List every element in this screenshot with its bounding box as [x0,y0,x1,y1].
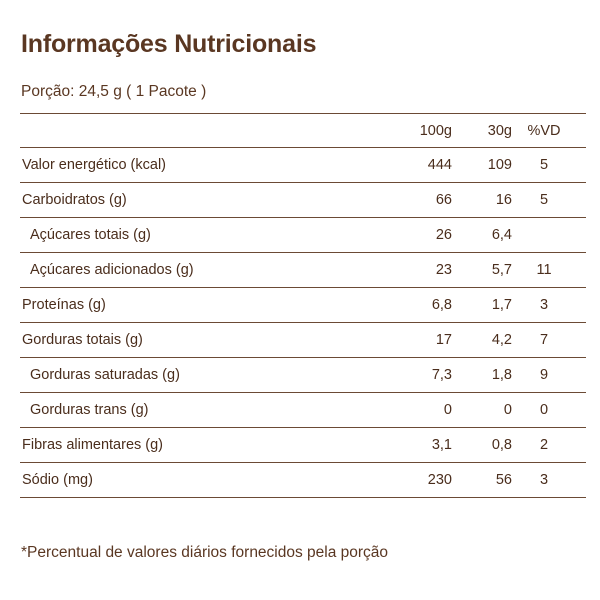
value-100g: 6,8 [431,297,452,313]
value-vd: 5 [539,157,549,173]
value-vd [514,218,574,252]
portion-size: Porção: 24,5 g ( 1 Pacote ) [21,83,207,100]
column-header-100g: 100g [419,122,452,139]
value-30g: 56 [495,472,512,488]
value-30g: 1,7 [491,297,512,313]
value-vd: 0 [539,402,549,418]
value-vd: 5 [539,192,549,208]
page-title: Informações Nutricionais [21,30,317,58]
value-30g: 6,4 [491,227,512,243]
value-30g: 109 [487,157,512,173]
row-label: Carboidratos (g) [22,192,127,208]
table-row: Sódio (mg) 230 56 3 [20,463,586,498]
value-100g: 230 [427,472,452,488]
table-row: Gorduras saturadas (g) 7,3 1,8 9 [20,358,586,393]
value-vd: 3 [539,297,549,313]
value-30g: 1,8 [491,367,512,383]
value-30g: 16 [495,192,512,208]
column-header-vd: %VD [527,122,561,139]
value-100g: 26 [435,227,452,243]
table-top-rule [20,113,586,114]
row-label: Valor energético (kcal) [22,157,166,173]
table-row: Açúcares totais (g) 26 6,4 [20,218,586,253]
value-100g: 0 [443,402,452,418]
table-row: Fibras alimentares (g) 3,1 0,8 2 [20,428,586,463]
value-30g: 5,7 [491,262,512,278]
row-label: Gorduras trans (g) [30,402,149,418]
value-100g: 17 [435,332,452,348]
value-vd: 3 [539,472,549,488]
value-30g: 4,2 [491,332,512,348]
table-row: Gorduras totais (g) 17 4,2 7 [20,323,586,358]
row-label: Sódio (mg) [22,472,93,488]
value-100g: 23 [435,262,452,278]
table-row: Carboidratos (g) 66 16 5 [20,183,586,218]
value-30g: 0 [503,402,512,418]
row-label: Fibras alimentares (g) [22,437,164,453]
row-label: Gorduras totais (g) [22,332,143,348]
value-100g: 3,1 [431,437,452,453]
value-100g: 7,3 [431,367,452,383]
value-vd: 7 [539,332,549,348]
value-100g: 66 [435,192,452,208]
value-vd: 2 [539,437,549,453]
value-100g: 444 [427,157,452,173]
table-row: Proteínas (g) 6,8 1,7 3 [20,288,586,323]
nutrition-table: 100g 30g %VD Valor energético (kcal) 444… [20,114,586,498]
row-label: Açúcares adicionados (g) [30,262,194,278]
value-vd: 9 [539,367,549,383]
column-header-30g: 30g [487,122,512,139]
row-label: Açúcares totais (g) [30,227,151,243]
row-label: Gorduras saturadas (g) [30,367,180,383]
row-label: Proteínas (g) [22,297,106,313]
table-header-row: 100g 30g %VD [20,114,586,148]
table-row: Gorduras trans (g) 0 0 0 [20,393,586,428]
value-30g: 0,8 [491,437,512,453]
table-row: Açúcares adicionados (g) 23 5,7 11 [20,253,586,288]
table-row: Valor energético (kcal) 444 109 5 [20,148,586,183]
value-vd: 11 [536,262,552,278]
footnote: *Percentual de valores diários fornecido… [21,544,389,561]
